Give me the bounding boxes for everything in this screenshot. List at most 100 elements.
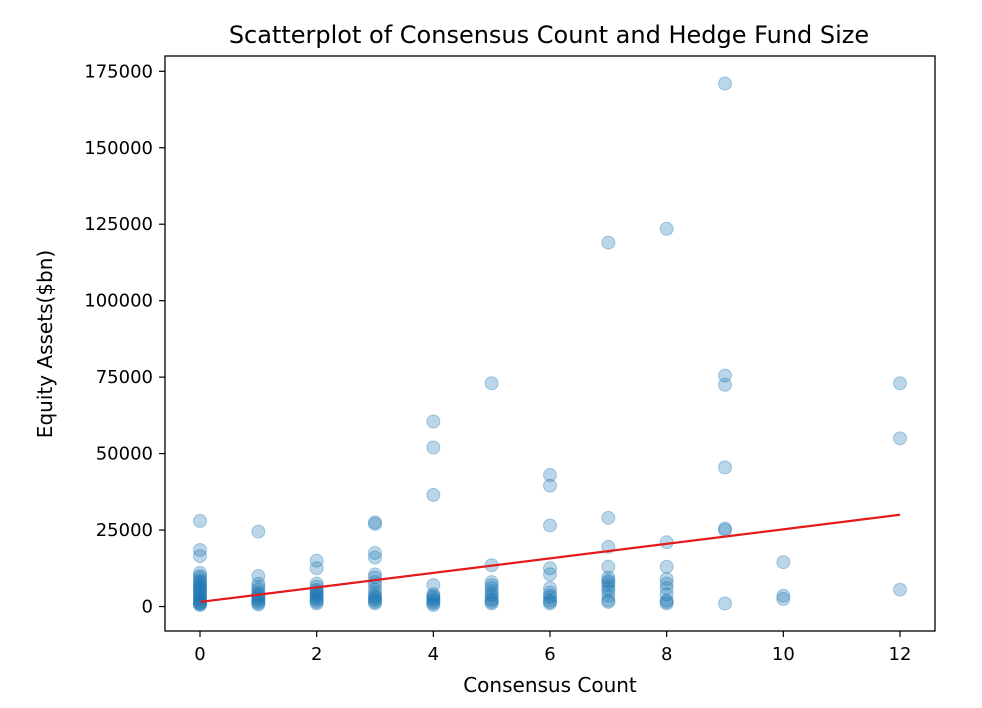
data-point [309, 561, 324, 576]
data-point [484, 584, 499, 599]
y-tick-label: 50000 [96, 444, 153, 465]
data-point [309, 594, 324, 609]
data-point [368, 594, 382, 609]
data-point [484, 581, 499, 596]
data-point [893, 376, 907, 391]
data-point [368, 550, 382, 565]
data-point [193, 581, 207, 596]
data-point [601, 235, 616, 250]
data-point [426, 594, 441, 609]
data-point [543, 596, 557, 611]
data-point [309, 596, 324, 611]
x-axis-ticks: 0 2 4 6 8 10 12 [194, 631, 911, 665]
data-point [718, 377, 732, 392]
data-point [893, 582, 907, 597]
data-point [426, 487, 441, 502]
data-point [718, 596, 732, 611]
y-tick-label: 25000 [96, 520, 153, 541]
data-point [309, 553, 324, 568]
data-point [251, 596, 266, 611]
data-point [484, 587, 499, 602]
data-point [659, 593, 674, 608]
x-tick-label: 4 [428, 644, 439, 665]
data-point [718, 460, 732, 475]
data-point [659, 572, 674, 587]
data-point [251, 576, 266, 591]
data-point [543, 468, 557, 483]
x-axis-label: Consensus Count [463, 673, 637, 697]
data-point [193, 588, 207, 603]
data-point [776, 555, 791, 570]
data-point [368, 582, 382, 597]
data-point [193, 542, 207, 557]
data-point [659, 576, 674, 591]
y-tick-label: 75000 [96, 367, 153, 388]
data-point [426, 414, 441, 429]
x-tick-label: 2 [311, 644, 322, 665]
data-point [543, 594, 557, 609]
y-axis-label: Equity Assets($bn) [33, 250, 57, 438]
data-point [368, 578, 382, 593]
data-point [484, 588, 499, 603]
data-point [193, 584, 207, 599]
x-tick-label: 6 [544, 644, 555, 665]
data-point [659, 559, 674, 574]
data-point [718, 368, 732, 383]
data-point [543, 567, 557, 582]
data-point [368, 588, 382, 603]
data-point [309, 591, 324, 606]
data-point [543, 590, 557, 605]
data-point [193, 579, 207, 594]
data-point [776, 588, 791, 603]
data-point [718, 523, 732, 538]
data-point [251, 579, 266, 594]
data-point [718, 521, 732, 536]
data-point [426, 598, 441, 613]
data-point [309, 590, 324, 605]
data-point [426, 588, 441, 603]
data-point [193, 578, 207, 593]
data-point [484, 594, 499, 609]
data-points [193, 76, 907, 613]
data-point [368, 546, 382, 561]
data-point [601, 559, 616, 574]
data-point [251, 582, 266, 597]
y-tick-label: 100000 [84, 291, 153, 312]
data-point [251, 524, 266, 539]
data-point [601, 581, 616, 596]
data-point [659, 596, 674, 611]
y-tick-label: 150000 [84, 138, 153, 159]
data-point [193, 596, 207, 611]
data-point [426, 590, 441, 605]
data-point [193, 565, 207, 580]
data-point [426, 593, 441, 608]
data-point [251, 568, 266, 583]
data-point [543, 585, 557, 600]
data-point [484, 575, 499, 590]
data-point [426, 591, 441, 606]
data-point [601, 578, 616, 593]
data-point [601, 575, 616, 590]
y-tick-label: 175000 [84, 61, 153, 82]
data-point [601, 588, 616, 603]
data-point [426, 440, 441, 455]
data-point [484, 376, 499, 391]
data-point [193, 513, 207, 528]
data-point [368, 596, 382, 611]
data-point [309, 593, 324, 608]
data-point [484, 593, 499, 608]
data-point [484, 591, 499, 606]
data-point [426, 587, 441, 602]
data-point [543, 588, 557, 603]
data-point [484, 578, 499, 593]
data-point [193, 587, 207, 602]
data-point [193, 568, 207, 583]
data-point [193, 585, 207, 600]
data-point [893, 431, 907, 446]
regression-line-layer [199, 513, 901, 604]
data-point [718, 76, 732, 91]
data-point [484, 596, 499, 611]
data-point [368, 593, 382, 608]
data-point [309, 585, 324, 600]
